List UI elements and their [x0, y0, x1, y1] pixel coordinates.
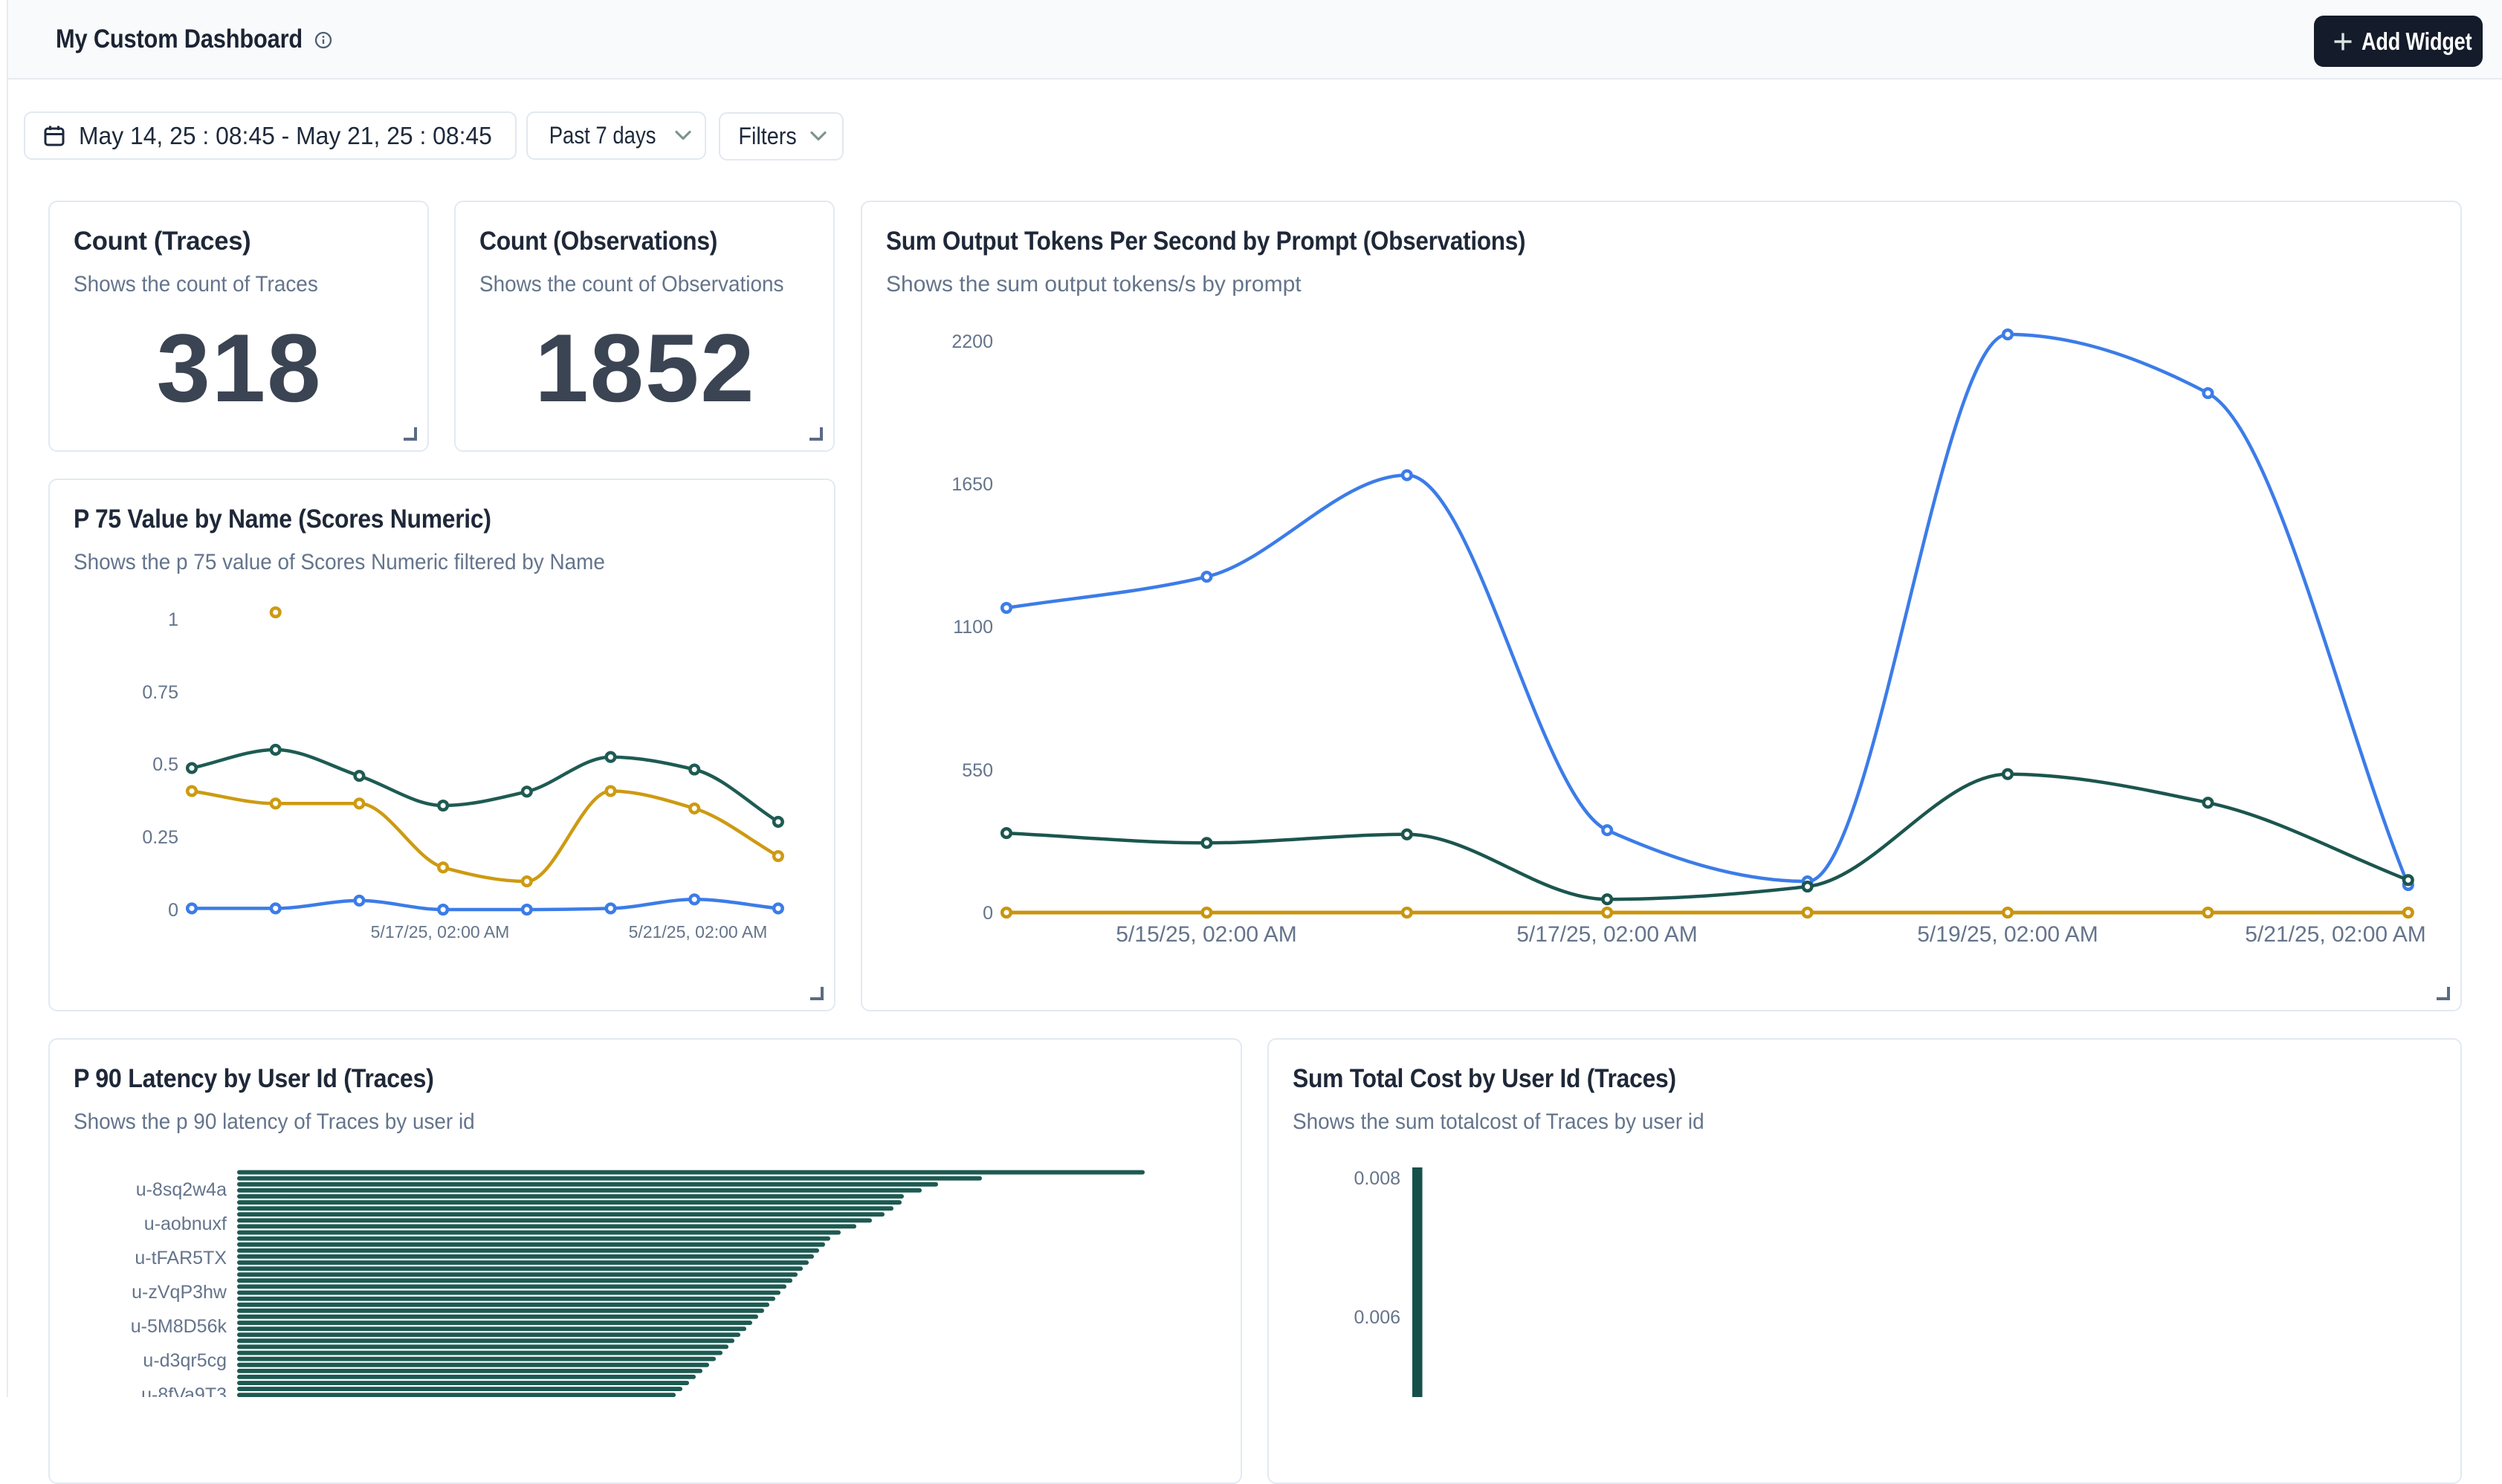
svg-text:1650: 1650 — [951, 474, 993, 495]
svg-text:0.75: 0.75 — [142, 682, 178, 703]
svg-text:u-8fVa9T3: u-8fVa9T3 — [141, 1384, 227, 1397]
svg-text:u-5M8D56k: u-5M8D56k — [131, 1316, 227, 1337]
svg-text:5/21/25, 02:00 AM: 5/21/25, 02:00 AM — [2245, 922, 2426, 947]
svg-text:1: 1 — [168, 609, 178, 630]
svg-text:550: 550 — [962, 760, 993, 781]
svg-text:0.006: 0.006 — [1354, 1307, 1400, 1328]
svg-text:2200: 2200 — [951, 331, 993, 352]
svg-text:u-tFAR5TX: u-tFAR5TX — [135, 1248, 227, 1268]
svg-text:0.008: 0.008 — [1354, 1168, 1400, 1189]
svg-text:0: 0 — [168, 900, 178, 921]
svg-text:5/15/25, 02:00 AM: 5/15/25, 02:00 AM — [1116, 922, 1297, 947]
svg-text:u-8sq2w4a: u-8sq2w4a — [136, 1179, 227, 1200]
svg-text:u-aobnuxf: u-aobnuxf — [144, 1214, 227, 1234]
svg-text:5/19/25, 02:00 AM: 5/19/25, 02:00 AM — [1917, 922, 2098, 947]
svg-text:0: 0 — [983, 903, 993, 924]
svg-text:5/17/25, 02:00 AM: 5/17/25, 02:00 AM — [371, 922, 510, 942]
svg-text:5/21/25, 02:00 AM: 5/21/25, 02:00 AM — [629, 922, 768, 942]
svg-text:u-zVqP3hw: u-zVqP3hw — [132, 1282, 227, 1303]
svg-text:0.5: 0.5 — [152, 754, 178, 775]
svg-text:5/17/25, 02:00 AM: 5/17/25, 02:00 AM — [1516, 922, 1698, 947]
svg-text:0.25: 0.25 — [142, 827, 178, 848]
svg-text:1100: 1100 — [953, 617, 993, 638]
svg-text:u-d3qr5cg: u-d3qr5cg — [143, 1350, 227, 1371]
